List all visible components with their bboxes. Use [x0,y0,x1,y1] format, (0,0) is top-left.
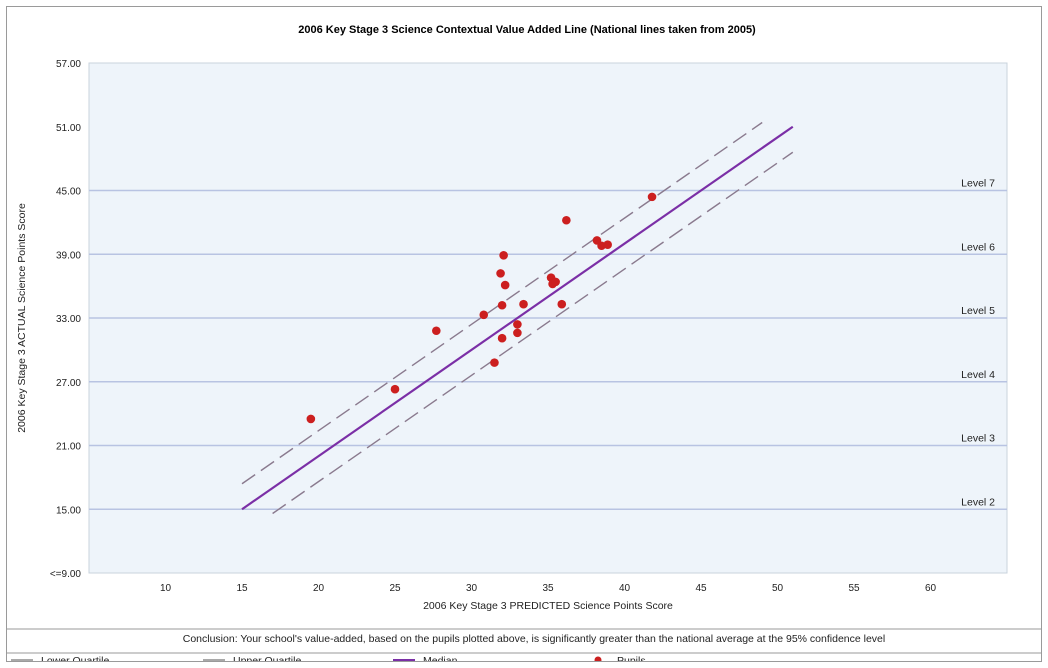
x-tick-label: 10 [160,583,172,594]
pupil-point [497,333,507,343]
pupil-point [557,299,567,309]
x-tick-label: 55 [848,583,860,594]
x-tick-label: 30 [466,583,478,594]
pupil-point [390,384,400,394]
level-label: Level 4 [961,369,995,381]
legend: Lower Quartile Upper Quartile Median Pupils [11,655,646,661]
level-label: Level 3 [961,433,995,445]
pupil-point [496,269,505,278]
x-tick-label: 60 [925,583,937,594]
level-label: Level 7 [961,178,995,190]
pupil-point [603,240,612,249]
pupil-point [490,358,499,367]
level-label: Level 2 [961,496,995,508]
x-tick-label: 15 [236,583,248,594]
reference-lines [241,121,794,515]
legend-label: Upper Quartile [233,655,301,661]
pupil-point [513,328,522,338]
x-axis-label: 2006 Key Stage 3 PREDICTED Science Point… [423,600,673,612]
y-tick-label: 39.00 [56,250,81,261]
pupil-point [432,326,441,336]
legend-swatch [594,656,602,661]
y-tick-label: 45.00 [56,187,81,198]
chart-title: 2006 Key Stage 3 Science Contextual Valu… [298,24,756,36]
y-axis-label: 2006 Key Stage 3 ACTUAL Science Points S… [16,203,28,433]
y-tick-label: 15.00 [56,505,81,516]
y-tick-label: 57.00 [56,59,81,70]
x-tick-label: 25 [389,583,401,594]
pupil-point [500,280,510,290]
y-tick-label: <=9.00 [50,569,82,580]
y-tick-label: 33.00 [56,314,81,325]
pupil-point [497,300,507,310]
median-line [241,125,794,511]
x-tick-label: 50 [772,583,784,594]
conclusion-text: Conclusion: Your school's value-added, b… [183,633,885,645]
y-tick-label: 21.00 [56,442,81,453]
pupil-point [479,310,489,320]
pupil-point [551,277,560,287]
pupil-point [513,320,522,329]
x-tick-label: 40 [619,583,631,594]
pupil-points [306,192,657,424]
y-tick-label: 27.00 [56,378,81,389]
pupil-point [562,215,571,225]
pupil-point [519,299,528,309]
scatter-chart: 2006 Key Stage 3 Science Contextual Valu… [7,24,1041,661]
x-tick-label: 35 [542,583,554,594]
pupil-point [306,414,316,424]
pupil-point [499,251,508,260]
upper-quartile-line [241,121,763,485]
level-label: Level 5 [961,305,995,317]
legend-label: Lower Quartile [41,655,109,661]
chart-frame: 2006 Key Stage 3 Science Contextual Valu… [6,6,1042,662]
pupil-point [647,192,657,202]
legend-label: Median [423,655,458,661]
x-tick-label: 45 [695,583,707,594]
y-axis-ticks: <=9.00 15.00 21.00 27.00 33.00 39.00 45.00 51.0… [50,59,82,580]
y-tick-label: 51.00 [56,123,81,134]
x-axis-ticks: 10 15 20 25 30 35 40 45 50 55 60 [160,583,937,594]
legend-label: Pupils [617,655,646,661]
level-label: Level 6 [961,241,995,253]
lower-quartile-line [272,151,794,515]
x-tick-label: 20 [313,583,325,594]
